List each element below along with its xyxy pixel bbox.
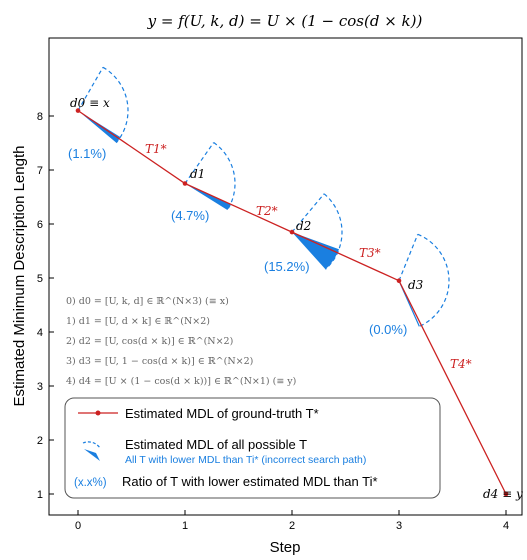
x-tick-label: 0 bbox=[75, 520, 81, 532]
ratio-label-1: (4.7%) bbox=[171, 208, 209, 223]
x-axis-ticks: 0 1 2 3 4 bbox=[75, 510, 509, 532]
data-point-3 bbox=[396, 278, 402, 284]
annotation-line-1: 1) d1 = [U, d × k] ∈ ℝ^(N×2) bbox=[66, 316, 210, 327]
data-point-4 bbox=[503, 491, 509, 497]
y-tick-label: 1 bbox=[37, 489, 43, 501]
y-axis-label: Estimated Minimum Description Length bbox=[11, 146, 28, 407]
legend-fan-arc bbox=[82, 441, 101, 449]
fan-wedge-1 bbox=[185, 183, 231, 210]
segment-label-0: T1* bbox=[145, 142, 167, 156]
data-point-1 bbox=[182, 181, 188, 186]
y-tick-label: 6 bbox=[37, 219, 43, 231]
y-tick-label: 3 bbox=[37, 381, 43, 393]
ratio-label-3: (0.0%) bbox=[369, 322, 407, 337]
plot-area bbox=[48, 37, 523, 516]
data-point-0 bbox=[75, 108, 81, 113]
fan-arc-3 bbox=[417, 233, 450, 327]
series-ground-truth bbox=[75, 108, 509, 497]
point-label-2: d2 bbox=[296, 219, 311, 233]
chart-labels: d0 ≡ x d1 d2 d3 d4 ≡ y T1* T2* T3* T4* (1.1%) (4.7… bbox=[68, 96, 523, 501]
legend-entry-1: Estimated MDL of ground-truth T* bbox=[125, 406, 319, 421]
fan-arc-2 bbox=[323, 193, 343, 270]
legend-entry-2: Estimated MDL of all possible T bbox=[125, 437, 307, 452]
legend-ratio-marker: (x.x%) bbox=[74, 477, 107, 489]
x-axis-label: Step bbox=[270, 539, 301, 556]
annotation-line-3: 3) d3 = [U, 1 − cos(d × k)] ∈ ℝ^(N×2) bbox=[66, 356, 253, 367]
point-label-1: d1 bbox=[190, 167, 205, 181]
point-label-0: d0 ≡ x bbox=[70, 96, 110, 110]
legend: Estimated MDL of ground-truth T* Estimat… bbox=[64, 397, 441, 499]
fan-wedge-0 bbox=[78, 110, 121, 143]
segment-label-3: T4* bbox=[450, 357, 472, 371]
data-point-2 bbox=[289, 229, 295, 235]
fan-edge-0 bbox=[77, 66, 104, 111]
legend-line-dot bbox=[95, 410, 101, 416]
x-tick-label: 1 bbox=[182, 520, 188, 532]
y-axis-ticks: 1 2 3 4 5 6 7 8 bbox=[37, 111, 54, 501]
ratio-label-0: (1.1%) bbox=[68, 146, 106, 161]
y-tick-label: 7 bbox=[37, 165, 43, 177]
fan-wedge-2 bbox=[292, 232, 339, 270]
x-tick-label: 4 bbox=[503, 520, 509, 532]
fan-edge-2 bbox=[291, 193, 325, 233]
annotation-line-0: 0) d0 = [U, k, d] ∈ ℝ^(N×3) (≡ x) bbox=[66, 296, 229, 307]
point-label-4: d4 ≡ y bbox=[483, 487, 523, 501]
fan-arc-0 bbox=[102, 66, 129, 144]
fan-arc-1 bbox=[213, 142, 236, 211]
y-tick-label: 8 bbox=[37, 111, 43, 123]
y-tick-label: 4 bbox=[37, 327, 43, 339]
fan-edge-1 bbox=[184, 142, 215, 184]
legend-fan-wedge bbox=[84, 449, 100, 461]
y-tick-label: 5 bbox=[37, 273, 43, 285]
annotation-line-2: 2) d2 = [U, cos(d × k)] ∈ ℝ^(N×2) bbox=[66, 336, 233, 347]
x-tick-label: 3 bbox=[396, 520, 402, 532]
segment-label-2: T3* bbox=[359, 246, 381, 260]
legend-box bbox=[64, 397, 441, 499]
search-fans bbox=[77, 66, 450, 327]
y-tick-label: 2 bbox=[37, 435, 43, 447]
point-label-3: d3 bbox=[408, 278, 424, 292]
annotation-list: 0) d0 = [U, k, d] ∈ ℝ^(N×3) (≡ x) 1) d1 =… bbox=[66, 296, 296, 387]
fan-edge-3 bbox=[398, 234, 419, 281]
x-tick-label: 2 bbox=[289, 520, 295, 532]
segment-label-1: T2* bbox=[256, 204, 278, 218]
annotation-line-4: 4) d4 = [U × (1 − cos(d × k))] ∈ ℝ^(N×1)… bbox=[66, 376, 296, 387]
ratio-label-2: (15.2%) bbox=[264, 259, 310, 274]
chart-title: y = f(U, k, d) = U × (1 − cos(d × k)) bbox=[147, 12, 423, 30]
legend-entry-2-sub: All T with lower MDL than Ti* (incorrect… bbox=[125, 454, 366, 466]
legend-entry-3: Ratio of T with lower estimated MDL than… bbox=[122, 474, 378, 489]
